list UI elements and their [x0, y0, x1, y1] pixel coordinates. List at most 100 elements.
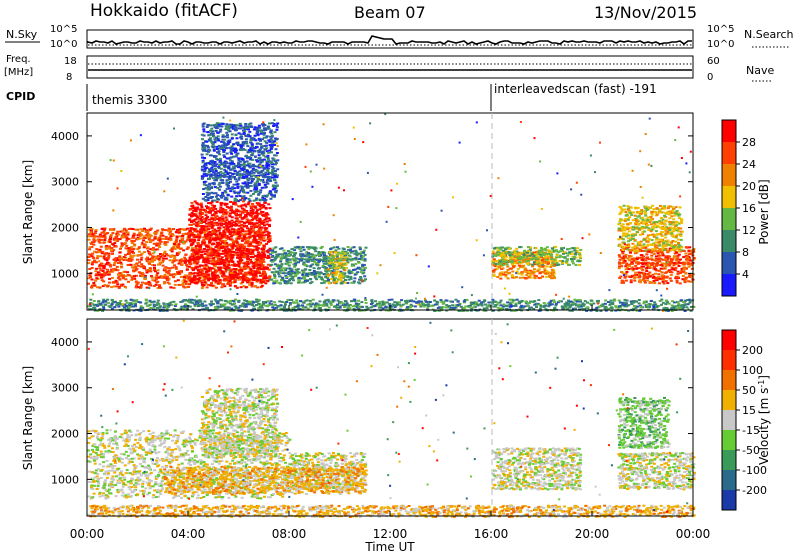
heatmap-cell [161, 237, 165, 240]
heatmap-cell [647, 237, 651, 240]
heatmap-cell [618, 244, 622, 247]
heatmap-cell [536, 256, 540, 259]
heatmap-cell [683, 277, 687, 280]
heatmap-cell [665, 211, 669, 214]
heatmap-cell [648, 271, 652, 274]
heatmap-cell [101, 264, 105, 267]
heatmap-cell [163, 276, 167, 279]
heatmap-cell [240, 252, 244, 255]
heatmap-cell [649, 216, 653, 218]
heatmap-cell [670, 241, 674, 244]
heatmap-cell [575, 250, 579, 252]
heatmap-cell [265, 230, 269, 233]
heatmap-cell [282, 272, 286, 275]
heatmap-cell [629, 262, 633, 265]
heatmap-cell [146, 256, 149, 259]
heatmap-cell [491, 250, 495, 253]
heatmap-cell [661, 254, 665, 257]
heatmap-cell [304, 263, 308, 266]
heatmap-cell [210, 250, 214, 253]
heatmap-cell [87, 256, 91, 259]
freq-frame [86, 55, 694, 79]
heatmap-cell [518, 253, 522, 256]
heatmap-cell [279, 260, 283, 263]
heatmap-cell [169, 239, 173, 242]
heatmap-cell [362, 269, 366, 272]
heatmap-cell [156, 229, 160, 232]
heatmap-cell [221, 233, 224, 236]
heatmap-cell [219, 258, 223, 261]
heatmap-cell [244, 214, 248, 216]
heatmap-cell [572, 253, 576, 256]
heatmap-cell [339, 274, 343, 277]
heatmap-cell [112, 281, 116, 283]
heatmap-cell [118, 278, 122, 281]
heatmap-cell [150, 257, 154, 260]
heatmap-cell [641, 233, 645, 236]
heatmap-cell [260, 265, 264, 268]
heatmap-cell [302, 270, 306, 273]
heatmap-cell [252, 227, 256, 230]
heatmap-cell [518, 246, 522, 249]
heatmap-cell [241, 281, 245, 284]
heatmap-cell [255, 209, 259, 212]
heatmap-cell [107, 273, 111, 276]
heatmap-cell [305, 253, 309, 256]
heatmap-cell [208, 240, 211, 243]
heatmap-cell [604, 299, 608, 302]
heatmap-cell [248, 283, 252, 286]
heatmap-cell [667, 269, 671, 272]
heatmap-cell [641, 225, 645, 228]
heatmap-cell [197, 236, 200, 239]
heatmap-cell [228, 233, 232, 236]
heatmap-cell [211, 279, 215, 282]
heatmap-cell [670, 271, 674, 274]
heatmap-cell [163, 242, 167, 245]
heatmap-cell [645, 253, 649, 256]
heatmap-cell [218, 281, 222, 284]
heatmap-cell [240, 217, 244, 220]
heatmap-cell [326, 268, 330, 271]
heatmap-cell [308, 271, 312, 274]
heatmap-cell [661, 206, 665, 209]
heatmap-cell [213, 253, 217, 256]
heatmap-cell [148, 233, 151, 236]
heatmap-cell [194, 245, 198, 247]
heatmap-cell [526, 251, 529, 254]
heatmap-cell [189, 255, 193, 258]
heatmap-cell [548, 251, 552, 254]
heatmap-cell [689, 274, 693, 277]
heatmap-cell [248, 222, 251, 225]
heatmap-cell [204, 268, 208, 271]
heatmap-cell [168, 282, 171, 285]
heatmap-cell [224, 235, 228, 238]
heatmap-cell [180, 258, 184, 261]
heatmap-cell [338, 266, 341, 269]
heatmap-cell [629, 251, 632, 254]
heatmap-cell [627, 245, 631, 248]
heatmap-cell [641, 227, 645, 230]
heatmap-cell [191, 241, 195, 244]
heatmap-cell [688, 273, 692, 276]
heatmap-cell [463, 299, 467, 301]
heatmap-cell [152, 242, 156, 245]
heatmap-cell [329, 247, 333, 250]
heatmap-cell [91, 261, 95, 264]
heatmap-cell [526, 263, 530, 265]
heatmap-cell [253, 223, 256, 226]
heatmap-cell [254, 215, 258, 218]
heatmap-cell [284, 282, 288, 285]
heatmap-cell [339, 270, 343, 273]
heatmap-cell [344, 279, 347, 281]
heatmap-cell [257, 270, 261, 273]
heatmap-cell [217, 210, 221, 213]
heatmap-cell [228, 277, 232, 280]
heatmap-cell [193, 252, 196, 255]
heatmap-cell [648, 262, 652, 265]
heatmap-cell [182, 233, 185, 236]
heatmap-cell [130, 258, 134, 261]
heatmap-cell [305, 273, 309, 276]
heatmap-cell [87, 282, 90, 285]
heatmap-cell [640, 257, 644, 259]
heatmap-cell [682, 256, 686, 259]
